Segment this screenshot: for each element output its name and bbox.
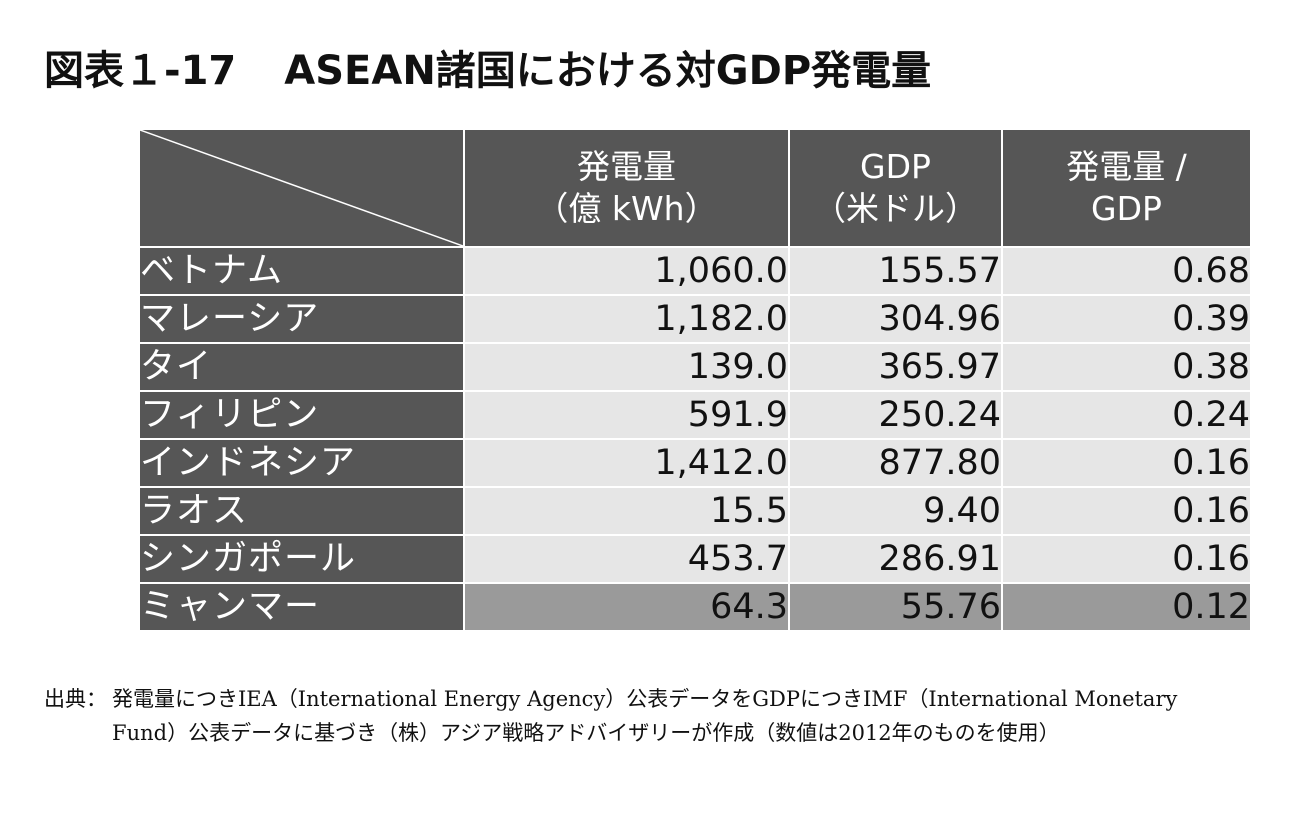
gdp-cell: 365.97 [788,342,1003,392]
power-cell: 1,182.0 [463,294,790,344]
country-cell: タイ [138,342,465,392]
country-cell: ベトナム [138,246,465,296]
header-ratio-line1: 発電量 / [1066,147,1187,186]
power-cell: 64.3 [463,582,790,632]
power-cell: 453.7 [463,534,790,584]
ratio-cell: 0.16 [1001,534,1252,584]
header-power: 発電量 （億 kWh） [463,128,790,248]
ratio-cell: 0.38 [1001,342,1252,392]
header-gdp-line2: （米ドル） [813,189,978,228]
country-cell: マレーシア [138,294,465,344]
gdp-cell: 304.96 [788,294,1003,344]
ratio-cell: 0.12 [1001,582,1252,632]
header-gdp: GDP （米ドル） [788,128,1003,248]
table-row-highlighted: ミャンマー 64.3 55.76 0.12 [138,582,1252,632]
table-row: ラオス 15.5 9.40 0.16 [138,486,1252,536]
country-cell: ラオス [138,486,465,536]
table-row: シンガポール 453.7 286.91 0.16 [138,534,1252,584]
country-cell: ミャンマー [138,582,465,632]
country-cell: インドネシア [138,438,465,488]
gdp-cell: 155.57 [788,246,1003,296]
table-row: インドネシア 1,412.0 877.80 0.16 [138,438,1252,488]
header-ratio-line2: GDP [1091,189,1162,228]
source-label: 出典： [44,687,107,711]
gdp-cell: 9.40 [788,486,1003,536]
power-cell: 15.5 [463,486,790,536]
page-title: 図表１-17 ASEAN諸国における対GDP発電量 [44,38,931,96]
gdp-cell: 250.24 [788,390,1003,440]
source-note: 出典： 発電量につきIEA（International Energy Agenc… [44,682,1244,750]
figure-number: 図表１-17 [44,48,237,94]
source-text: 発電量につきIEA（International Energy Agency）公表… [112,687,1178,745]
ratio-cell: 0.16 [1001,438,1252,488]
corner-cell [138,128,465,248]
gdp-cell: 55.76 [788,582,1003,632]
data-table: 発電量 （億 kWh） GDP （米ドル） 発電量 / GDP ベトナム 1,0… [138,128,1252,632]
header-row: 発電量 （億 kWh） GDP （米ドル） 発電量 / GDP [138,128,1252,248]
table-row: タイ 139.0 365.97 0.38 [138,342,1252,392]
country-cell: フィリピン [138,390,465,440]
header-power-line1: 発電量 [577,147,676,186]
header-ratio: 発電量 / GDP [1001,128,1252,248]
table-row: マレーシア 1,182.0 304.96 0.39 [138,294,1252,344]
power-cell: 1,412.0 [463,438,790,488]
ratio-cell: 0.39 [1001,294,1252,344]
ratio-cell: 0.16 [1001,486,1252,536]
figure-title: ASEAN諸国における対GDP発電量 [284,48,932,94]
gdp-cell: 286.91 [788,534,1003,584]
power-cell: 591.9 [463,390,790,440]
table-row: フィリピン 591.9 250.24 0.24 [138,390,1252,440]
ratio-cell: 0.24 [1001,390,1252,440]
gdp-cell: 877.80 [788,438,1003,488]
table-row: ベトナム 1,060.0 155.57 0.68 [138,246,1252,296]
country-cell: シンガポール [138,534,465,584]
power-cell: 1,060.0 [463,246,790,296]
header-power-line2: （億 kWh） [535,189,718,228]
power-cell: 139.0 [463,342,790,392]
header-gdp-line1: GDP [860,147,931,186]
ratio-cell: 0.68 [1001,246,1252,296]
diagonal-line [140,130,463,246]
